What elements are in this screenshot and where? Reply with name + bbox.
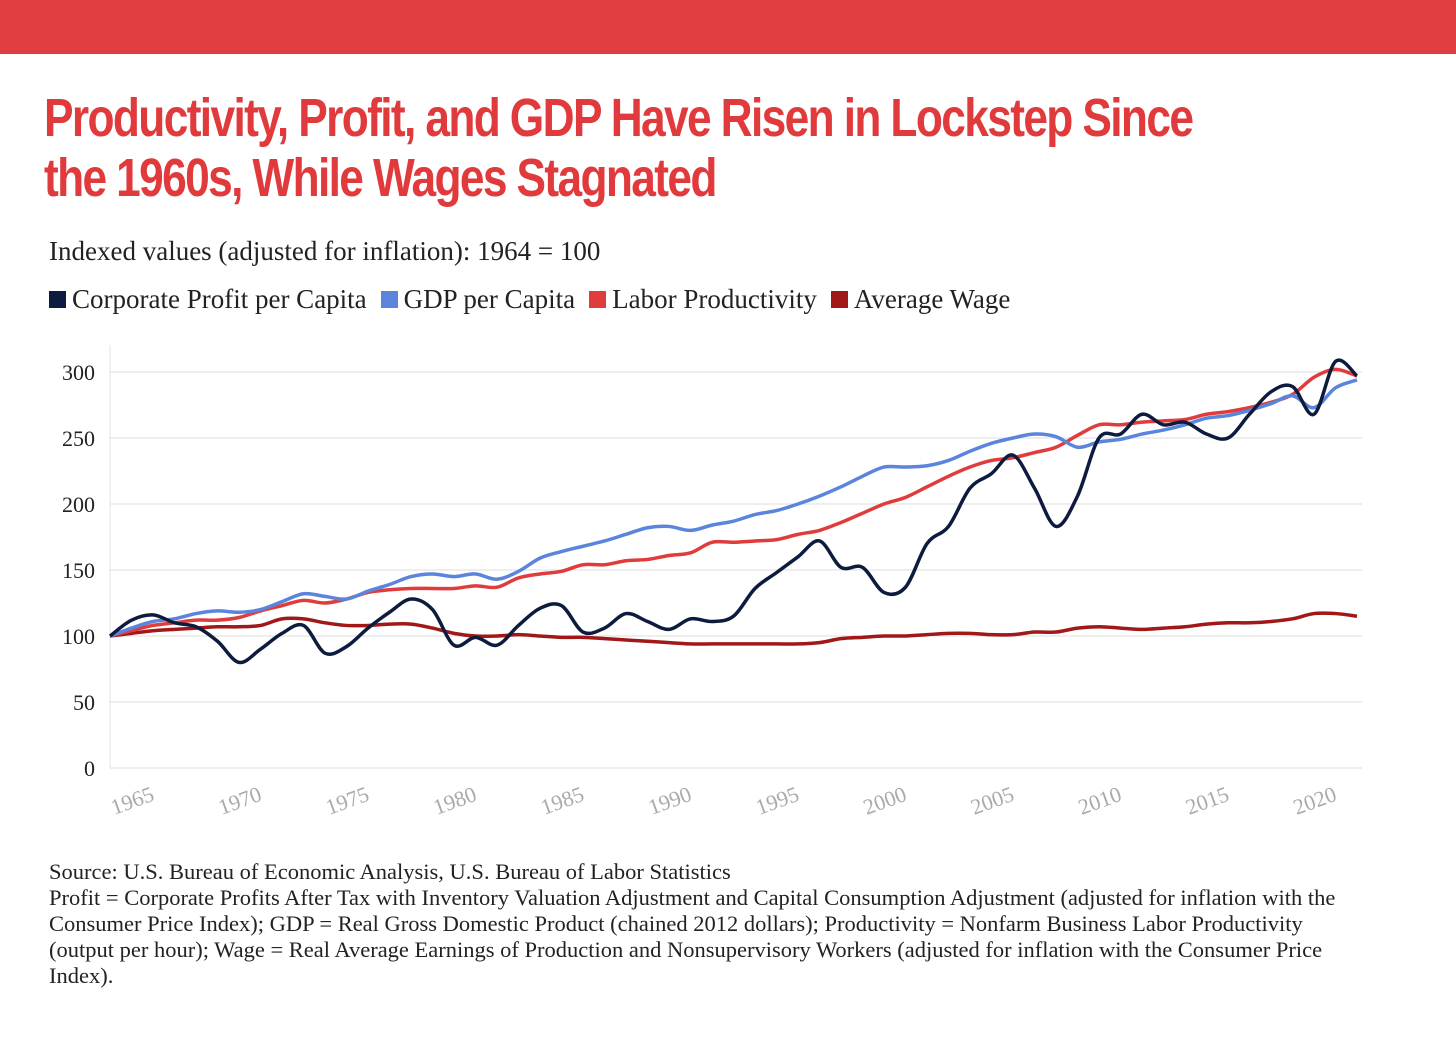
y-tick-label: 50 [73, 690, 95, 715]
source-line: Source: U.S. Bureau of Economic Analysis… [49, 859, 731, 884]
definitions-note: Profit = Corporate Profits After Tax wit… [49, 885, 1336, 988]
legend: Corporate Profit per Capita GDP per Capi… [49, 284, 1010, 315]
x-tick-label: 1990 [645, 781, 695, 820]
source-notes: Source: U.S. Bureau of Economic Analysis… [49, 859, 1369, 989]
x-tick-label: 2000 [860, 781, 910, 820]
x-tick-label: 1970 [215, 781, 265, 820]
x-tick-label: 2015 [1182, 781, 1232, 820]
x-tick-label: 1985 [537, 781, 587, 820]
x-tick-label: 2005 [967, 781, 1017, 820]
title-line-1: Productivity, Profit, and GDP Have Risen… [44, 88, 1194, 148]
legend-item-wage: Average Wage [830, 284, 1011, 315]
legend-item-profit: Corporate Profit per Capita [49, 284, 367, 315]
top-banner [0, 0, 1456, 54]
legend-item-gdp: GDP per Capita [380, 284, 576, 315]
legend-swatch [589, 291, 607, 308]
series-line-labor-productivity [109, 367, 1358, 638]
legend-label: Corporate Profit per Capita [72, 284, 367, 314]
series-line-gdp-per-capita [109, 378, 1358, 638]
y-tick-label: 0 [84, 756, 95, 781]
legend-label: Labor Productivity [612, 284, 817, 314]
chart-title: Productivity, Profit, and GDP Have Risen… [44, 88, 1208, 208]
legend-swatch [830, 291, 848, 308]
x-tick-label: 2010 [1075, 781, 1125, 820]
x-tick-label: 1995 [752, 781, 802, 820]
y-tick-label: 300 [62, 360, 95, 385]
x-tick-label: 1975 [322, 781, 372, 820]
x-tick-label: 1965 [107, 781, 157, 820]
x-tick-label: 1980 [430, 781, 480, 820]
legend-label: Average Wage [853, 284, 1011, 314]
legend-swatch [49, 291, 66, 308]
series-line-corporate-profit-per-capita [108, 358, 1359, 665]
y-tick-label: 100 [62, 624, 95, 649]
legend-swatch [380, 291, 398, 308]
title-line-2: the 1960s, While Wages Stagnated [44, 148, 717, 208]
chart-subtitle: Indexed values (adjusted for inflation):… [49, 236, 601, 266]
legend-item-productivity: Labor Productivity [589, 284, 817, 315]
series-line-average-wage [109, 611, 1358, 646]
y-tick-label: 150 [62, 558, 95, 583]
legend-label: GDP per Capita [403, 284, 576, 314]
y-tick-label: 200 [62, 492, 95, 517]
x-tick-label: 2020 [1290, 781, 1340, 820]
y-tick-label: 250 [62, 426, 95, 451]
